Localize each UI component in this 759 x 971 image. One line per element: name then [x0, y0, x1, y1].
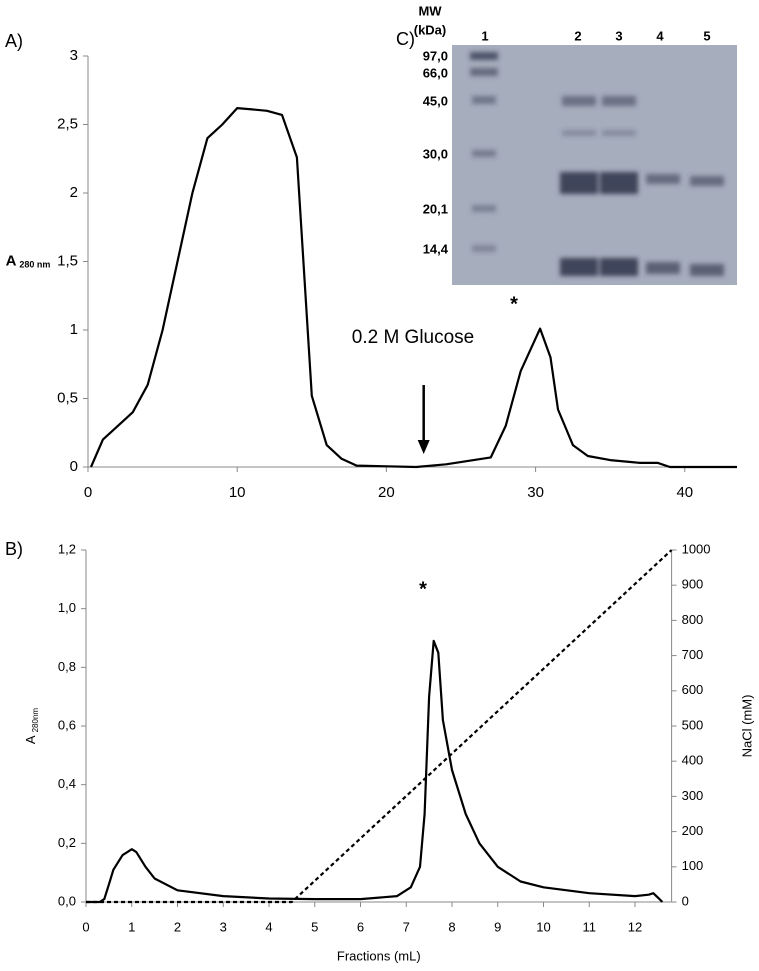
x-tick-label: 6 [357, 919, 364, 934]
annotation: * [419, 578, 427, 600]
panel-label: B) [5, 539, 23, 559]
gel-subtitle: (kDa) [414, 22, 447, 37]
y2-axis-label: NaCl (mM) [739, 695, 754, 758]
y-axis-label-main: A [6, 252, 17, 269]
y-tick-label: 0,0 [58, 893, 76, 908]
y2-tick-label: 500 [682, 717, 704, 732]
y-tick-label: 0,5 [57, 389, 78, 406]
y-tick-label: 0,4 [58, 776, 76, 791]
y2-tick-label: 700 [682, 647, 704, 662]
x-tick-label: 8 [448, 919, 455, 934]
y-tick-label: 0 [70, 458, 78, 475]
x-tick-label: 0 [84, 484, 92, 501]
x-tick-label: 4 [265, 919, 272, 934]
y-tick-label: 1 [70, 321, 78, 338]
y-axis-label: A 280nm [23, 708, 40, 744]
y-axis-label-sub: 280nm [31, 708, 40, 733]
y-tick-label: 2,5 [57, 115, 78, 132]
data-line [86, 639, 664, 904]
y-tick-label: 0,8 [58, 659, 76, 674]
x-tick-label: 9 [494, 919, 501, 934]
y-tick-label: 1,5 [57, 252, 78, 269]
x-tick-label: 12 [628, 919, 642, 934]
x-tick-label: 5 [311, 919, 318, 934]
x-tick-label: 30 [527, 484, 544, 501]
data-line [86, 549, 673, 904]
y2-tick-label: 0 [682, 893, 689, 908]
gel-image [452, 45, 737, 285]
x-tick-label: 10 [229, 484, 246, 501]
annotation: * [510, 293, 518, 315]
y2-tick-label: 1000 [682, 541, 711, 556]
marker-label: 66,0 [423, 65, 448, 80]
marker-label: 30,0 [423, 146, 448, 161]
y-axis-label: A 280 nm [6, 252, 51, 269]
y-tick-label: 1,2 [58, 541, 76, 556]
y-tick-label: 3 [70, 47, 78, 64]
x-tick-label: 40 [676, 484, 693, 501]
lane-label: 3 [615, 28, 622, 43]
y2-tick-label: 800 [682, 612, 704, 627]
annotation: 0.2 M Glucose [352, 327, 475, 348]
y2-tick-label: 400 [682, 753, 704, 768]
marker-label: 20,1 [423, 201, 448, 216]
y-tick-label: 1,0 [58, 600, 76, 615]
panel-label: A) [5, 31, 23, 51]
y-tick-label: 0,6 [58, 717, 76, 732]
y2-tick-label: 900 [682, 577, 704, 592]
marker-label: 97,0 [423, 48, 448, 63]
y-tick-label: 0,2 [58, 835, 76, 850]
lane-label: 2 [574, 28, 581, 43]
y2-tick-label: 200 [682, 823, 704, 838]
y2-tick-label: 100 [682, 858, 704, 873]
x-tick-label: 20 [378, 484, 395, 501]
y-tick-label: 2 [70, 184, 78, 201]
x-tick-label: 0 [82, 919, 89, 934]
y-axis-label-main: A [23, 735, 38, 744]
gel-title: MW [418, 3, 442, 18]
marker-label: 45,0 [423, 93, 448, 108]
y2-tick-label: 600 [682, 682, 704, 697]
data-line [89, 107, 737, 469]
marker-label: 14,4 [423, 241, 449, 256]
x-tick-label: 2 [174, 919, 181, 934]
x-tick-label: 11 [583, 919, 597, 934]
lane-label: 5 [703, 28, 710, 43]
y2-tick-label: 300 [682, 788, 704, 803]
x-tick-label: 3 [220, 919, 227, 934]
x-tick-label: 7 [403, 919, 410, 934]
x-axis-label: Fractions (mL) [337, 948, 421, 963]
x-tick-label: 10 [536, 919, 550, 934]
panel-label: C) [396, 29, 415, 49]
arrow-head [417, 440, 430, 454]
x-tick-label: 1 [128, 919, 135, 934]
lane-label: 4 [656, 28, 664, 43]
lane-label: 1 [481, 28, 488, 43]
y-axis-label-sub: 280 nm [19, 260, 50, 270]
